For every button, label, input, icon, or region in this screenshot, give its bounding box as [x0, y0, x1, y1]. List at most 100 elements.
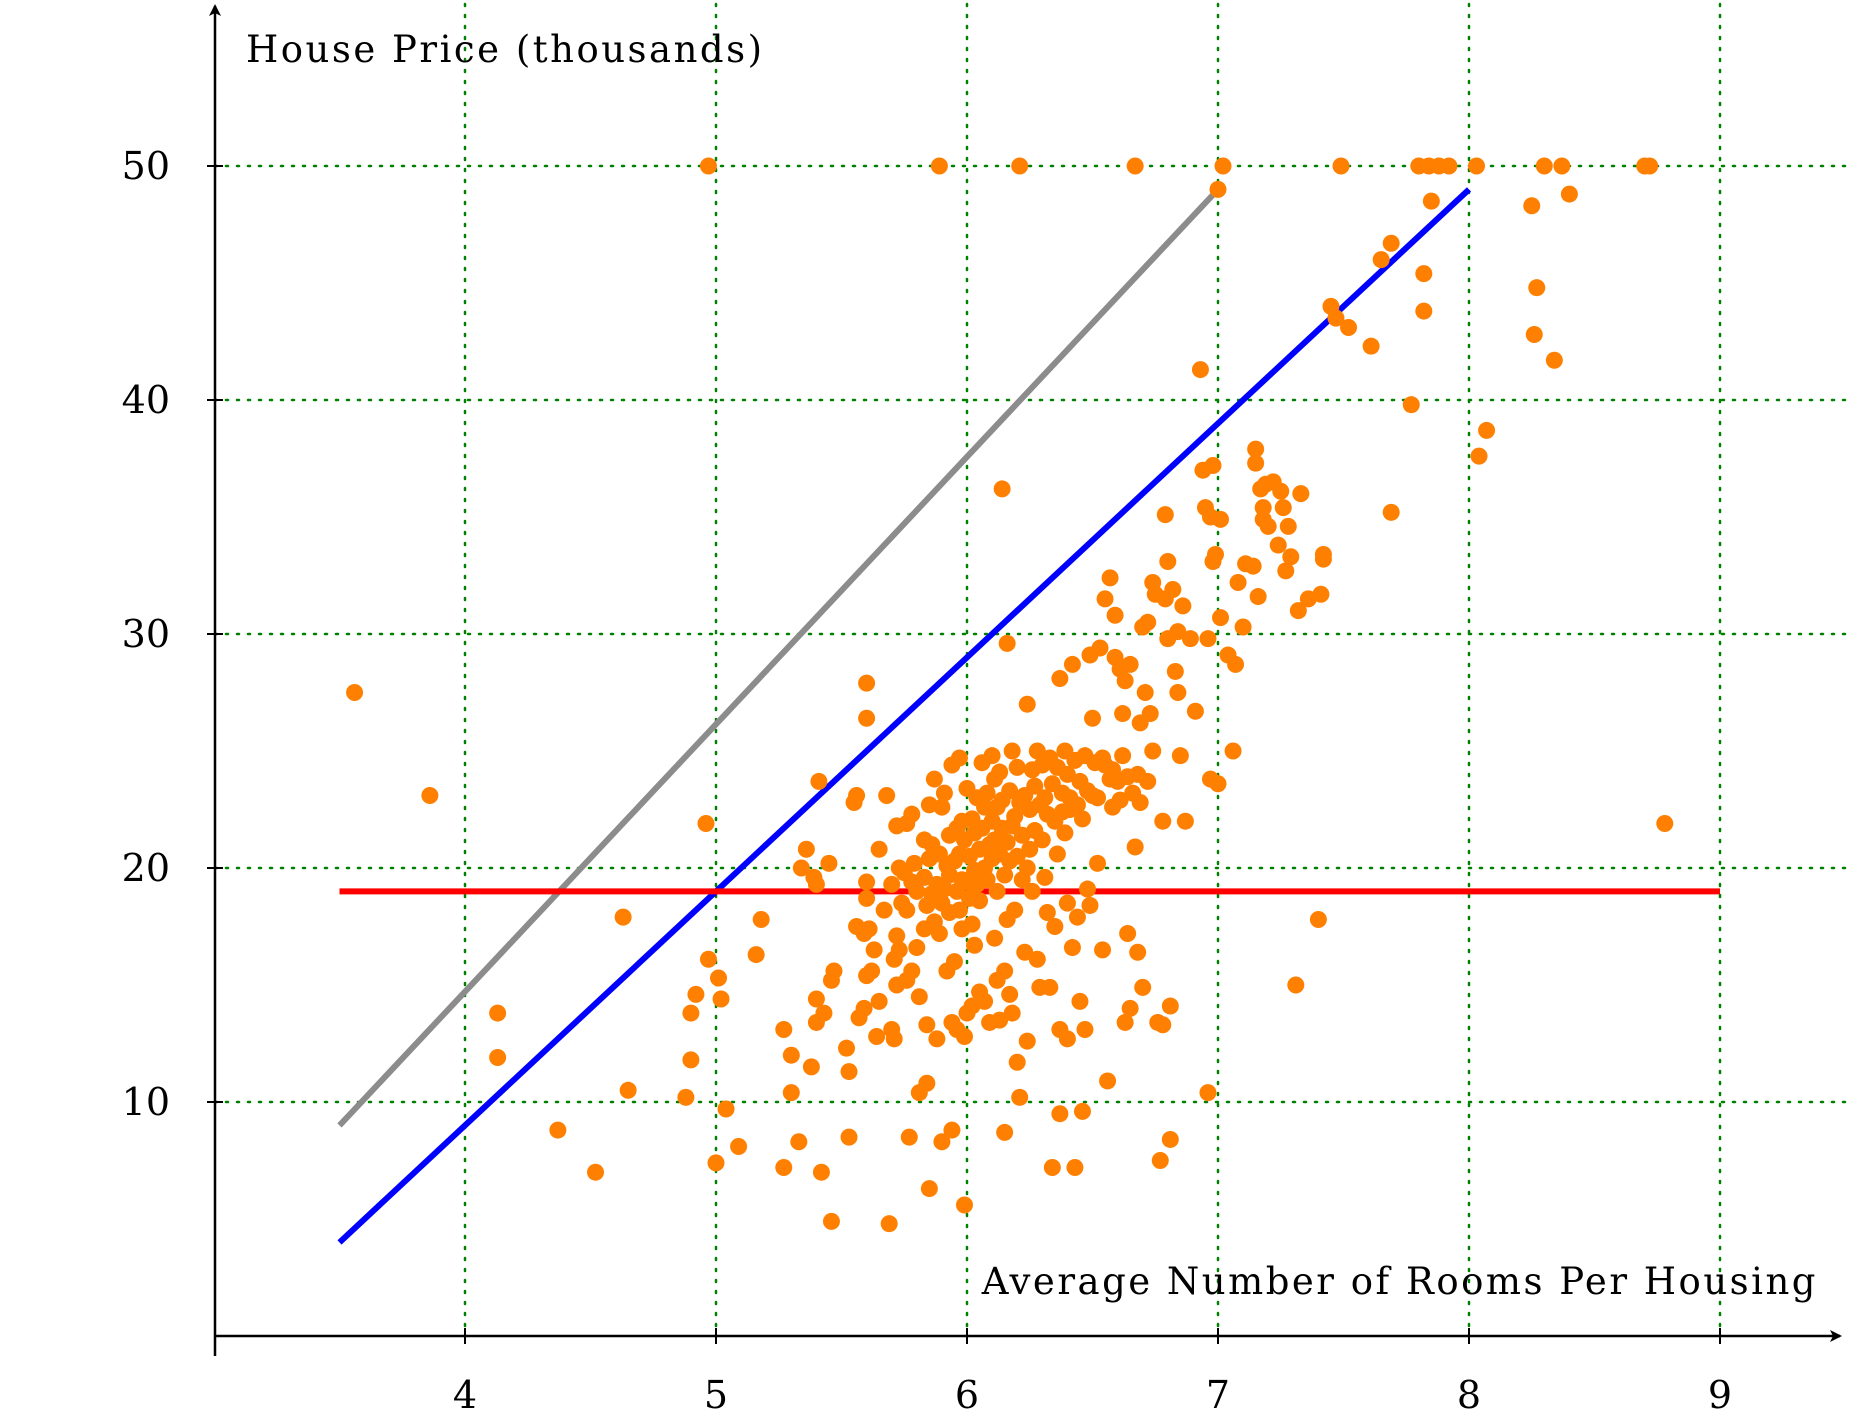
data-point [421, 786, 439, 804]
data-point [1134, 978, 1152, 996]
data-point [870, 992, 888, 1010]
data-point [943, 1121, 961, 1139]
data-point [883, 875, 901, 893]
data-point [1021, 840, 1039, 858]
data-point [1440, 157, 1458, 175]
data-point [1003, 1004, 1021, 1022]
data-point [1068, 796, 1086, 814]
data-point [996, 866, 1014, 884]
data-point [1247, 440, 1265, 458]
data-point [1101, 569, 1119, 587]
data-point [1277, 562, 1295, 580]
data-point [903, 805, 921, 823]
data-point [1560, 185, 1578, 203]
data-point [1154, 1016, 1172, 1034]
data-point [1018, 1032, 1036, 1050]
data-point [1470, 447, 1488, 465]
data-point [993, 480, 1011, 498]
data-point [915, 868, 933, 886]
y-axis-label: House Price (thousands) [246, 28, 765, 71]
data-point [1114, 705, 1132, 723]
data-point [976, 992, 994, 1010]
data-point [1372, 251, 1390, 269]
data-point [1209, 180, 1227, 198]
data-point [1121, 655, 1139, 673]
data-point [1041, 978, 1059, 996]
data-point [903, 962, 921, 980]
data-point [1099, 1072, 1117, 1090]
x-tick-label-5: 5 [704, 1373, 728, 1417]
data-point [840, 1128, 858, 1146]
data-point [682, 1051, 700, 1069]
data-point [730, 1137, 748, 1155]
data-point [1212, 609, 1230, 627]
data-point [1478, 421, 1496, 439]
data-point [747, 946, 765, 964]
data-point [1312, 585, 1330, 603]
x-tick-label-7: 7 [1206, 1373, 1230, 1417]
data-point [935, 880, 953, 898]
data-point [1229, 574, 1247, 592]
data-point [918, 1074, 936, 1092]
data-point [910, 988, 928, 1006]
data-point [1008, 847, 1026, 865]
data-point [908, 939, 926, 957]
data-point [1332, 157, 1350, 175]
data-point [986, 929, 1004, 947]
data-point [1026, 777, 1044, 795]
data-point [1545, 351, 1563, 369]
data-point [1282, 548, 1300, 566]
data-point [1063, 939, 1081, 957]
data-point [1116, 1013, 1134, 1031]
data-point [1191, 361, 1209, 379]
data-point [782, 1084, 800, 1102]
x-axis-label: Average Number of Rooms Per Housing [981, 1260, 1818, 1303]
x-tick-label-6: 6 [955, 1373, 979, 1417]
data-point [1001, 985, 1019, 1003]
data-point [1106, 606, 1124, 624]
data-point [822, 1212, 840, 1230]
data-point [925, 770, 943, 788]
data-point [838, 1039, 856, 1057]
data-point [1244, 557, 1262, 575]
data-point [707, 1154, 725, 1172]
data-point [1051, 669, 1069, 687]
data-point [1161, 1130, 1179, 1148]
data-point [815, 1004, 833, 1022]
data-point [978, 784, 996, 802]
data-point [1139, 772, 1157, 790]
data-point [1073, 810, 1091, 828]
data-point [1081, 896, 1099, 914]
data-point [1154, 812, 1172, 830]
data-point [1166, 662, 1184, 680]
data-point [1126, 157, 1144, 175]
data-point [1094, 941, 1112, 959]
data-point [802, 1058, 820, 1076]
data-point [687, 985, 705, 1003]
y-tick-label-10: 10 [122, 1080, 170, 1124]
data-point [935, 784, 953, 802]
data-point [717, 1100, 735, 1118]
data-point [991, 1011, 1009, 1029]
y-tick-label-20: 20 [122, 846, 170, 890]
data-point [1056, 824, 1074, 842]
data-point [1269, 536, 1287, 554]
data-point [858, 709, 876, 727]
data-point [1254, 499, 1272, 517]
data-point [1066, 1159, 1084, 1177]
data-point [900, 1128, 918, 1146]
data-point [963, 915, 981, 933]
data-point [1161, 997, 1179, 1015]
data-point [1046, 918, 1064, 935]
data-point [677, 1088, 695, 1106]
data-point [870, 840, 888, 858]
data-point [1553, 157, 1571, 175]
data-point [858, 873, 876, 891]
data-point [1523, 197, 1541, 215]
data-point [1008, 1053, 1026, 1071]
data-point [988, 882, 1006, 900]
data-point [890, 941, 908, 959]
data-point [1139, 613, 1157, 631]
data-point [1159, 552, 1177, 570]
data-point [1048, 845, 1066, 863]
